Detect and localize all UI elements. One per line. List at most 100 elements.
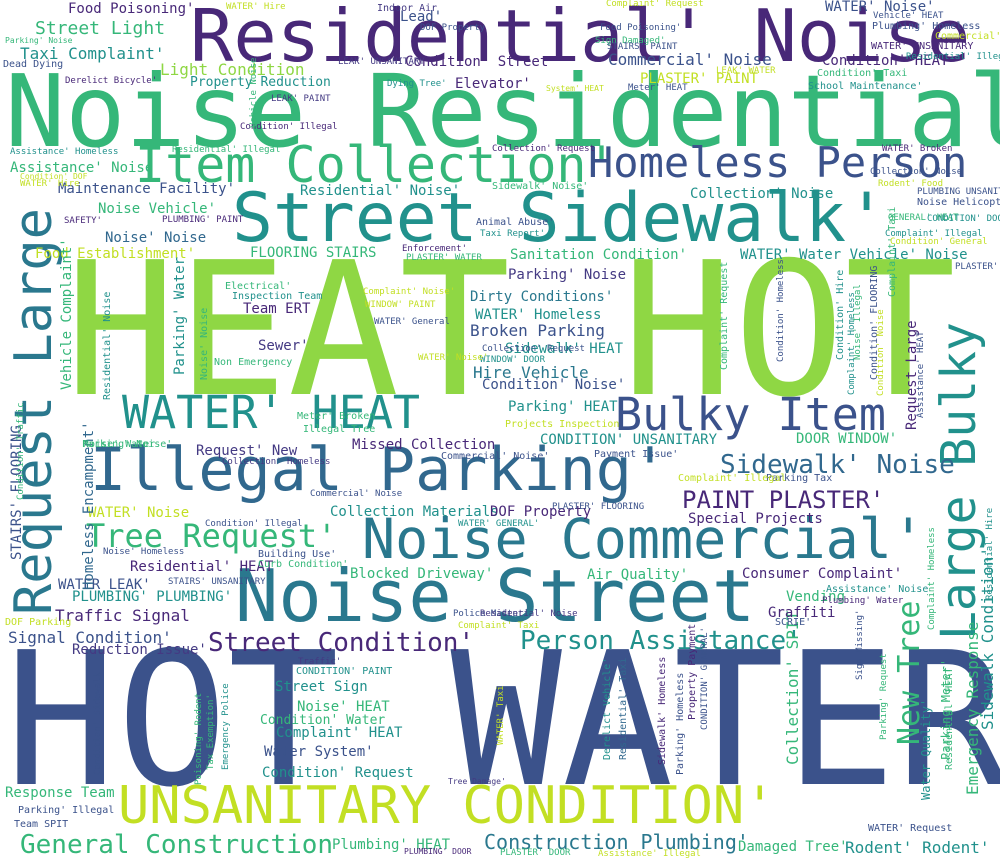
cloud-word: Curb Condition' — [258, 559, 349, 570]
cloud-word: Sign Damaged' — [595, 36, 666, 46]
cloud-word: Reduction Issue' — [72, 642, 207, 658]
cloud-word: Payment Issue' — [594, 449, 679, 460]
cloud-word: Parking' Homeless — [675, 672, 686, 775]
cloud-word: Tax Exemption' — [206, 694, 216, 770]
cloud-word: Collection' SPIT — [783, 610, 802, 765]
cloud-word: CONDITION' DOOR — [927, 214, 1000, 224]
cloud-word: PLASTER' FLOORING — [552, 502, 645, 512]
cloud-word: PLASTER' PLUMBING' — [955, 262, 1000, 272]
cloud-word: WATER' Hire — [20, 179, 80, 189]
cloud-word: Broken Parking — [470, 321, 605, 340]
cloud-word: Indoor Air — [377, 3, 438, 14]
cloud-word: PLUMBING UNSANITARY — [917, 187, 1000, 197]
cloud-word: WATER' Water Vehicle' Noise — [740, 247, 968, 263]
cloud-word: STAIRS' PAINT — [607, 42, 678, 52]
cloud-word: Residential' Illegal — [172, 145, 281, 155]
cloud-word: Animal Abuse' — [476, 217, 555, 228]
cloud-word: Collection' Request — [482, 344, 585, 354]
cloud-word: Condition' Noise — [876, 309, 886, 396]
cloud-word: Condition' Request — [262, 765, 414, 781]
cloud-word: Noise Residential' — [5, 53, 1000, 170]
cloud-word: LEAK' WATER — [716, 66, 776, 76]
cloud-word: Meter' Broken — [297, 411, 376, 422]
cloud-word: Noise Commercial' — [362, 507, 925, 571]
cloud-word: UNSANITARY CONDITION' — [118, 776, 776, 836]
cloud-word: PLUMBING' DOOR — [404, 847, 472, 856]
cloud-word: Rodent' Rodent' — [845, 838, 990, 857]
cloud-word: Meter' HEAT — [628, 83, 688, 93]
cloud-word: Bulky Item — [615, 388, 886, 441]
cloud-word: SCRIE' — [775, 617, 812, 628]
cloud-word: Taxi Report' — [480, 229, 546, 239]
cloud-word: Assistance' HEAT — [916, 331, 926, 418]
cloud-word: Condition' Illegal — [240, 122, 338, 132]
cloud-word: Non Emergency — [214, 357, 293, 368]
cloud-word: PLASTER' DOOR — [500, 848, 571, 858]
cloud-word: Street Sign — [275, 679, 368, 695]
cloud-word: Food Poisoning' — [68, 1, 195, 17]
cloud-word: General Construction — [20, 830, 334, 860]
cloud-word: Collection' Homeless — [222, 457, 331, 467]
cloud-word: Residential' HEAT — [130, 559, 274, 575]
cloud-word: Parking' Water — [172, 256, 188, 375]
cloud-word: Projects Inspection — [505, 419, 620, 430]
cloud-word: Noise Helicopter' — [917, 197, 1000, 208]
cloud-word: WATER' General — [374, 317, 450, 327]
cloud-word: School Maintenance' — [808, 81, 923, 92]
cloud-word: DOF Parking — [5, 617, 72, 628]
cloud-word: Food Poisoning' — [600, 23, 682, 33]
cloud-word: Maintenance Facility' — [58, 181, 236, 197]
cloud-word: Large Bulky — [931, 322, 987, 640]
cloud-word: Homeless Person — [588, 138, 968, 187]
cloud-word: SAFETY' — [64, 216, 102, 226]
cloud-word: Complaint' HEAT — [276, 725, 403, 741]
cloud-word: Complaint' Illegal — [678, 473, 787, 484]
cloud-word: Vehicle' HEAT — [873, 11, 944, 21]
cloud-word: PLUMBING' PLUMBING' — [72, 589, 233, 605]
cloud-word: WATER' Taxi — [496, 685, 506, 745]
cloud-word: Plumbing' Water — [822, 596, 904, 606]
cloud-word: DOF Property — [490, 504, 592, 520]
cloud-word: Residential' Noise — [480, 609, 578, 619]
cloud-word: Sign Missing' — [855, 609, 865, 680]
cloud-word: HEAT HOT — [65, 222, 957, 438]
cloud-word: Vehicle Complaint' — [59, 238, 75, 390]
cloud-word: Dirty Conditions' — [470, 289, 614, 305]
cloud-word: Noise' Noise — [105, 230, 207, 246]
cloud-word: Plumbing' HEAT — [332, 837, 451, 853]
cloud-word: Complaint' Taxi — [887, 206, 898, 297]
cloud-word: WATER' Noise — [88, 505, 190, 521]
cloud-word: Condition' Traffic — [16, 402, 26, 500]
cloud-word: DOOR WINDOW' — [796, 431, 898, 447]
cloud-word: Sidewalk' Noise — [720, 450, 955, 480]
cloud-word: Noise' HEAT — [297, 699, 390, 715]
cloud-word: Condition' Homeless — [776, 259, 786, 362]
cloud-word: Street Light — [35, 18, 166, 39]
cloud-word: Complaint' Taxi — [458, 621, 540, 631]
cloud-word: WATER' Noise' — [418, 353, 489, 363]
cloud-word: Collection' Noise — [870, 167, 963, 177]
cloud-word: Street Sidewalk' — [232, 179, 888, 258]
cloud-word: Noise Vehicle' — [98, 201, 217, 217]
cloud-word: Noise Street — [235, 554, 756, 638]
cloud-word: Signal Condition' — [8, 628, 172, 647]
cloud-word: Residential' Hire — [985, 507, 995, 600]
cloud-word: Parking' Noise' — [82, 439, 173, 450]
cloud-word: Condition' DOF — [20, 172, 88, 181]
cloud-word: Team ERT — [243, 301, 311, 317]
cloud-word: CONDITION' UNSANITARY — [540, 432, 718, 448]
cloud-word: Residential' Taxi — [618, 657, 629, 760]
cloud-word: Commercial' Noise' — [441, 451, 550, 462]
cloud-word: Complaint' Request — [606, 0, 704, 9]
cloud-word: Tree Request' — [86, 517, 337, 555]
cloud-word: Parking' Noise — [5, 36, 73, 45]
cloud-word: STAIRS' UNSANITARY — [168, 577, 266, 587]
cloud-word: Tree Damage' — [448, 777, 506, 786]
cloud-word: Emergency Police — [221, 683, 231, 770]
cloud-word: Property Payment — [687, 623, 698, 720]
cloud-word: Street Condition' — [208, 628, 475, 658]
cloud-word: Damaged Tree' — [738, 839, 848, 855]
cloud-word: Collection' Request — [492, 144, 595, 154]
cloud-word: Parking' Illegal — [18, 805, 115, 816]
